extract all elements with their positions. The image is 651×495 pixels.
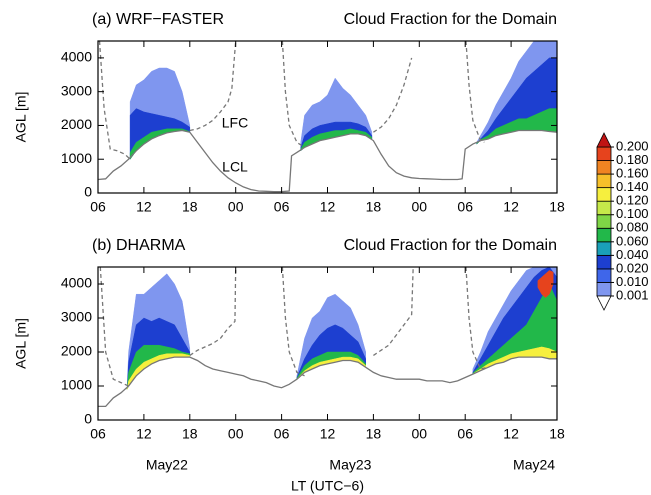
x-tick-label: 18 xyxy=(182,426,198,442)
y-tick-label: 2000 xyxy=(61,343,92,359)
x-tick-label: 06 xyxy=(274,199,290,215)
colorbar-segment xyxy=(596,214,612,229)
y-tick-label: 3000 xyxy=(61,309,92,325)
colorbar-label: 0.200 xyxy=(616,138,649,153)
panel-title: (a) WRF−FASTER xyxy=(92,11,224,28)
y-tick-label: 2000 xyxy=(61,116,92,132)
x-tick-label: 06 xyxy=(90,426,106,442)
x-tick-label: 06 xyxy=(457,426,473,442)
colorbar-label: 0.010 xyxy=(616,274,649,289)
colorbar-label: 0.100 xyxy=(616,206,649,221)
x-tick-label: 06 xyxy=(457,199,473,215)
y-tick-label: 0 xyxy=(84,184,92,200)
x-axis-label: LT (UTC−6) xyxy=(291,478,364,494)
x-tick-label: 12 xyxy=(503,426,519,442)
y-tick-label: 1000 xyxy=(61,377,92,393)
colorbar-segment xyxy=(596,254,612,270)
cloud-fraction-area xyxy=(126,344,191,390)
colorbar-label: 0.020 xyxy=(616,260,649,275)
plot-area xyxy=(98,41,557,193)
colorbar-segment xyxy=(596,187,612,202)
colorbar-segment xyxy=(596,146,612,161)
x-tick-label: 18 xyxy=(366,199,382,215)
line-label: LFC xyxy=(222,115,248,131)
colorbar-segment xyxy=(596,200,612,216)
x-tick-label: 12 xyxy=(320,426,336,442)
lfc-line xyxy=(98,41,485,160)
lcl-line xyxy=(98,356,557,408)
y-tick-label: 4000 xyxy=(61,275,92,291)
colorbar-segment xyxy=(596,282,612,297)
x-tick-label: 18 xyxy=(366,426,382,442)
y-tick-label: 3000 xyxy=(61,82,92,98)
x-tick-label: 12 xyxy=(136,199,152,215)
colorbar-over xyxy=(596,132,612,148)
day-label: May22 xyxy=(146,457,188,473)
colorbar-label: 0.140 xyxy=(616,179,649,194)
y-tick-label: 1000 xyxy=(61,150,92,166)
lfc-line xyxy=(99,267,489,387)
x-tick-label: 06 xyxy=(90,199,106,215)
plot-area xyxy=(98,267,557,408)
line-label: LCL xyxy=(222,159,248,175)
colorbar-label: 0.001 xyxy=(616,287,649,302)
x-tick-label: 18 xyxy=(549,426,565,442)
colorbar-segment xyxy=(596,160,612,175)
x-tick-label: 00 xyxy=(228,199,244,215)
x-tick-label: 18 xyxy=(182,199,198,215)
colorbar-label: 0.080 xyxy=(616,220,649,235)
x-tick-label: 00 xyxy=(228,426,244,442)
x-tick-label: 00 xyxy=(412,426,428,442)
x-tick-label: 12 xyxy=(136,426,152,442)
lcl-line xyxy=(98,129,557,193)
y-tick-label: 4000 xyxy=(61,49,92,65)
y-axis-label: AGL [m] xyxy=(13,92,29,143)
panel-subtitle: Cloud Fraction for the Domain xyxy=(344,11,557,28)
y-axis-label: AGL [m] xyxy=(13,318,29,369)
colorbar-segment xyxy=(596,241,612,256)
colorbar-label: 0.040 xyxy=(616,247,649,262)
x-tick-label: 12 xyxy=(503,199,519,215)
colorbar-under xyxy=(596,295,612,311)
colorbar-label: 0.060 xyxy=(616,233,649,248)
x-tick-label: 18 xyxy=(549,199,565,215)
y-tick-label: 0 xyxy=(84,411,92,427)
x-tick-label: 00 xyxy=(412,199,428,215)
colorbar-segment xyxy=(596,227,612,243)
colorbar-segment xyxy=(596,268,612,283)
colorbar-label: 0.160 xyxy=(616,166,649,181)
colorbar-label: 0.180 xyxy=(616,152,649,167)
panel-title: (b) DHARMA xyxy=(92,237,186,254)
x-tick-label: 06 xyxy=(274,426,290,442)
panel-subtitle: Cloud Fraction for the Domain xyxy=(344,237,557,254)
x-tick-label: 12 xyxy=(320,199,336,215)
day-label: May24 xyxy=(513,457,555,473)
colorbar-label: 0.120 xyxy=(616,193,649,208)
day-label: May23 xyxy=(329,457,371,473)
colorbar-segment xyxy=(596,173,612,189)
